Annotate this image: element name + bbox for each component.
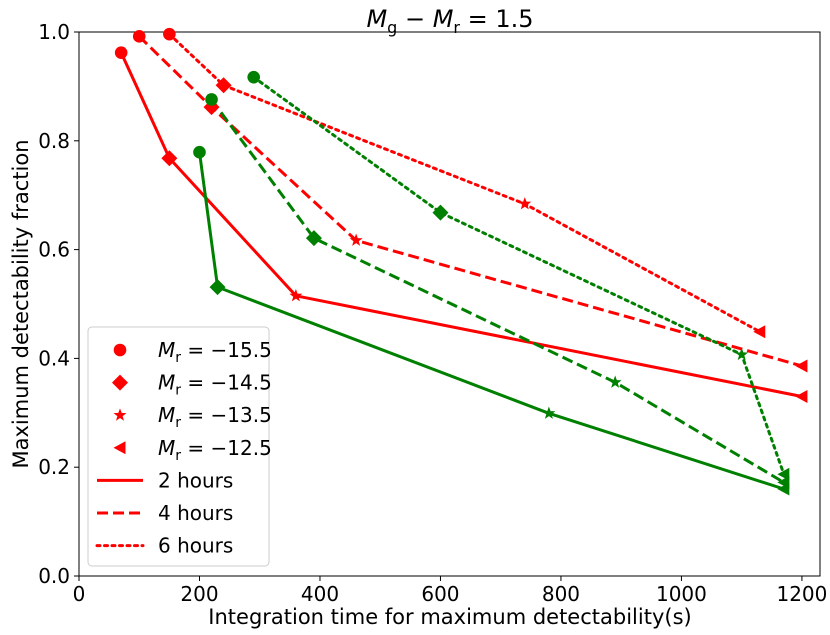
x-tick-label: 0 [73, 582, 86, 606]
series-line-3 [198, 152, 785, 491]
legend-line-label-1: 4 hours [158, 501, 233, 525]
data-point-5-2 [735, 347, 749, 361]
legend-line-label-2: 6 hours [158, 534, 233, 558]
x-tick-label: 200 [180, 582, 218, 606]
y-tick-label: 0.4 [38, 346, 70, 370]
series-line-4 [210, 98, 785, 484]
plot-frame [78, 31, 821, 577]
x-axis-label: Integration time for maximum detectabili… [208, 605, 691, 629]
legend-label-2: Mr = −13.5 [158, 403, 272, 431]
y-axis-label: Maximum detectability fraction [9, 139, 33, 468]
legend-label-1: Mr = −14.5 [158, 371, 272, 399]
series-line-1 [138, 35, 803, 368]
data-point-2-1 [215, 77, 232, 94]
legend-marker-1 [112, 374, 128, 391]
data-point-4-1 [305, 230, 322, 247]
x-tick-label: 600 [421, 582, 459, 606]
chart-title-s1: g [387, 18, 397, 37]
chart-title-s2: r [453, 18, 460, 37]
series-line-2 [167, 32, 762, 334]
legend-label-3: Mr = −12.5 [158, 436, 272, 464]
data-point-0-0 [114, 46, 128, 59]
data-point-5-0 [247, 70, 261, 84]
y-tick-label: 0.2 [38, 455, 70, 479]
data-point-1-0 [132, 30, 146, 43]
data-point-0-1 [161, 150, 178, 167]
series-line-5 [252, 75, 786, 476]
chart-title-minus: − [397, 5, 432, 33]
data-point-4-3 [777, 475, 790, 489]
data-point-0-3 [795, 389, 808, 403]
chart-title-eq: = 1.5 [460, 5, 534, 33]
legend: Mr = −15.5 Mr = −14.5 Mr = −13.5 Mr = −12.5… [87, 326, 272, 567]
x-tick-label: 400 [301, 582, 339, 606]
data-point-2-3 [753, 325, 766, 339]
data-point-5-1 [432, 204, 449, 221]
chart-title: Mg − Mr = 1.5 [366, 5, 533, 37]
data-point-4-0 [205, 93, 218, 106]
data-point-1-2 [349, 233, 363, 246]
chart-title-m1: M [366, 5, 387, 33]
data-point-5-3 [777, 467, 790, 481]
x-tick-label: 800 [542, 582, 580, 606]
legend-box [87, 326, 270, 567]
data-point-2-2 [518, 197, 532, 210]
chart-title-m2: M [433, 5, 454, 33]
data-point-4-2 [608, 375, 622, 388]
legend-marker-2 [113, 408, 127, 421]
data-point-3-2 [542, 406, 556, 419]
y-tick-label: 0.6 [38, 238, 70, 262]
y-tick-label: 0.8 [38, 129, 70, 153]
data-point-3-1 [209, 279, 226, 296]
y-tick-label: 0.0 [38, 564, 70, 588]
x-tick-label: 1200 [776, 582, 827, 606]
data-point-3-0 [193, 145, 206, 159]
y-tick-label: 1.0 [38, 20, 70, 44]
series-line-0 [119, 52, 803, 398]
legend-marker-0 [113, 343, 127, 357]
data-point-2-0 [163, 27, 176, 41]
legend-marker-3 [113, 441, 126, 455]
legend-line-label-0: 2 hours [158, 468, 233, 492]
legend-label-0: Mr = −15.5 [158, 338, 272, 366]
data-point-1-3 [795, 359, 808, 373]
data-point-0-2 [289, 289, 303, 302]
x-tick-label: 1000 [656, 582, 707, 606]
